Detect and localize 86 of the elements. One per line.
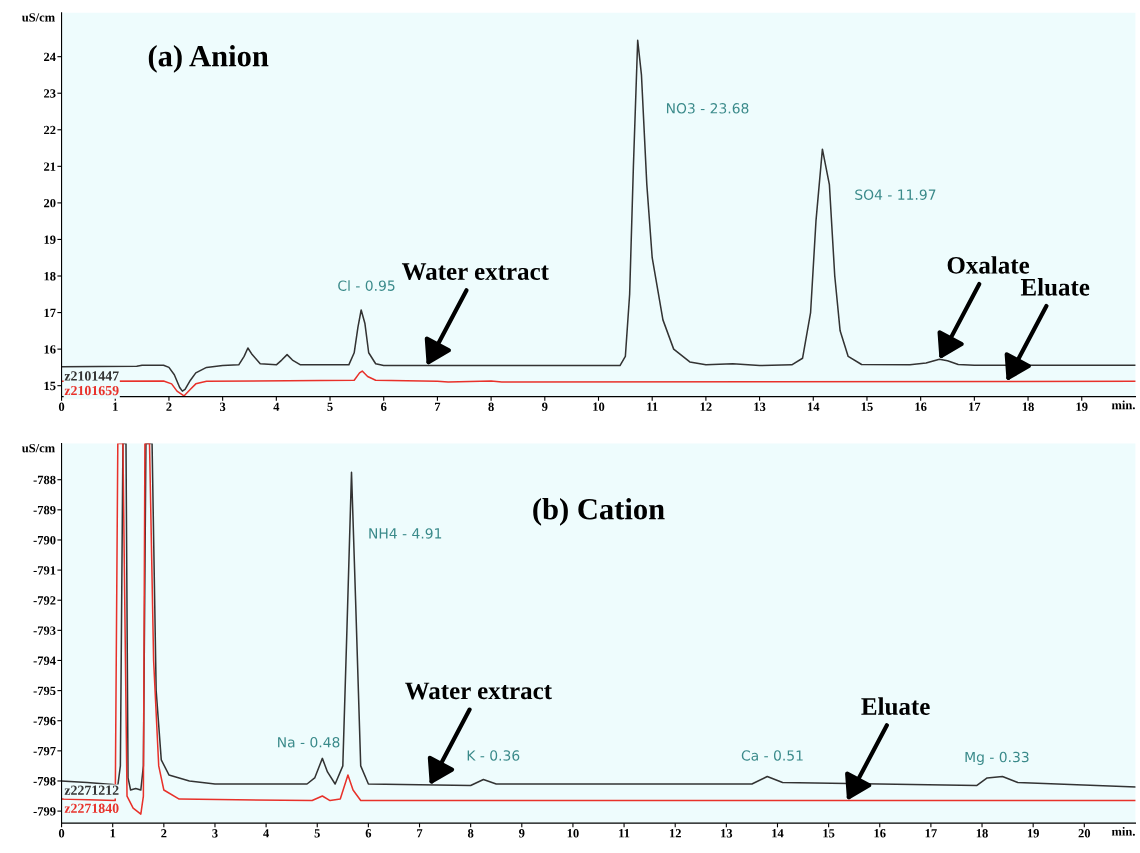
- x-tick-label: 14: [808, 402, 820, 411]
- x-tick-label: 10: [567, 829, 579, 838]
- y-tick-label: -788: [33, 475, 56, 485]
- x-tick-label: 14: [772, 829, 784, 838]
- x-tick-label: 12: [669, 829, 681, 838]
- x-tick-label: 12: [700, 402, 712, 411]
- y-tick-label: -798: [33, 776, 56, 786]
- y-tick-label: 18: [44, 272, 56, 281]
- series-label: z2271212: [64, 785, 119, 795]
- x-tick-label: 5: [327, 402, 333, 411]
- y-tick-label: -797: [33, 746, 56, 756]
- y-tick-label: 24: [44, 52, 56, 61]
- annotation: Cl - 0.95: [338, 280, 395, 291]
- x-tick-label: 15: [823, 829, 835, 838]
- x-tick-label: 19: [1076, 402, 1088, 411]
- x-tick-label: 8: [467, 829, 474, 838]
- x-tick-label: 2: [166, 402, 172, 411]
- annotation: Na - 0.48: [278, 736, 340, 748]
- y-tick-label: -789: [33, 505, 56, 515]
- x-tick-label: 17: [925, 829, 937, 838]
- x-tick-label: 11: [647, 402, 658, 411]
- y-tick-label: -791: [33, 566, 56, 575]
- y-axis-title: uS/cm: [21, 13, 55, 22]
- annotation: Ca - 0.51: [741, 750, 803, 761]
- x-tick-label: 8: [488, 402, 494, 411]
- x-tick-label: 17: [969, 402, 981, 411]
- annotation: Water extract: [401, 263, 549, 281]
- x-tick-label: 6: [381, 402, 387, 411]
- x-tick-label: 3: [219, 402, 226, 411]
- x-tick-label: 13: [721, 829, 733, 838]
- y-tick-label: -795: [33, 686, 56, 696]
- x-tick-label: 9: [542, 402, 548, 411]
- x-tick-label: 20: [1078, 829, 1091, 838]
- x-tick-label: 0: [58, 829, 65, 838]
- y-tick-label: -796: [33, 716, 56, 726]
- y-axis-title: uS/cm: [21, 443, 55, 453]
- y-tick-label: 23: [44, 89, 56, 98]
- x-tick-label: 5: [314, 829, 320, 838]
- text: (a) Anion: [148, 45, 269, 73]
- series-label: z2271840: [64, 803, 119, 813]
- y-tick-label: 20: [44, 198, 56, 208]
- x-tick-label: 1: [113, 402, 118, 411]
- annotation: Eluate: [861, 697, 930, 715]
- x-tick-label: 1: [110, 829, 116, 838]
- series-label: z2101659: [64, 385, 119, 396]
- y-tick-label: -794: [33, 656, 56, 665]
- text: (b) Cation: [533, 498, 665, 526]
- x-tick-label: 4: [263, 829, 269, 838]
- x-tick-label: 10: [593, 402, 605, 411]
- annotation: SO4 - 11.97: [855, 189, 936, 200]
- series-label: z2101447: [64, 371, 119, 381]
- y-tick-label: -792: [33, 596, 56, 605]
- x-tick-label: 19: [1027, 829, 1039, 838]
- x-tick-label: 6: [365, 829, 372, 838]
- x-tick-label: 2: [161, 829, 167, 838]
- y-tick-label: -799: [33, 807, 56, 816]
- x-tick-label: 7: [417, 829, 423, 838]
- x-tick-label: 16: [915, 402, 927, 411]
- annotation: NH4 - 4.91: [369, 528, 442, 539]
- annotation: K - 0.36: [467, 750, 520, 761]
- x-tick-label: 18: [1022, 402, 1034, 411]
- y-tick-label: -790: [33, 535, 56, 545]
- x-tick-label: 3: [212, 829, 218, 838]
- x-tick-label: 13: [754, 402, 766, 411]
- x-axis-title: min.: [1111, 400, 1135, 410]
- y-tick-label: -793: [33, 626, 56, 635]
- y-tick-label: 17: [44, 308, 56, 317]
- y-tick-label: 21: [44, 162, 56, 171]
- y-tick-label: 19: [44, 235, 56, 244]
- y-tick-label: 22: [44, 125, 56, 135]
- x-axis-title: min.: [1111, 826, 1135, 836]
- annotation: Mg - 0.33: [965, 751, 1029, 765]
- x-tick-label: 15: [861, 402, 873, 411]
- x-tick-label: 0: [58, 402, 65, 411]
- x-tick-label: 11: [619, 829, 630, 838]
- x-tick-label: 18: [976, 829, 988, 838]
- x-tick-label: 9: [519, 829, 525, 838]
- annotation: Oxalate: [947, 256, 1030, 274]
- annotation: Eluate: [1020, 278, 1090, 296]
- x-tick-label: 7: [435, 402, 441, 411]
- x-tick-label: 16: [874, 829, 886, 838]
- y-tick-label: 16: [44, 345, 56, 354]
- annotation: Water extract: [405, 682, 552, 700]
- y-tick-label: 15: [44, 381, 56, 391]
- x-tick-label: 4: [273, 402, 280, 411]
- annotation: NO3 - 23.68: [666, 103, 749, 114]
